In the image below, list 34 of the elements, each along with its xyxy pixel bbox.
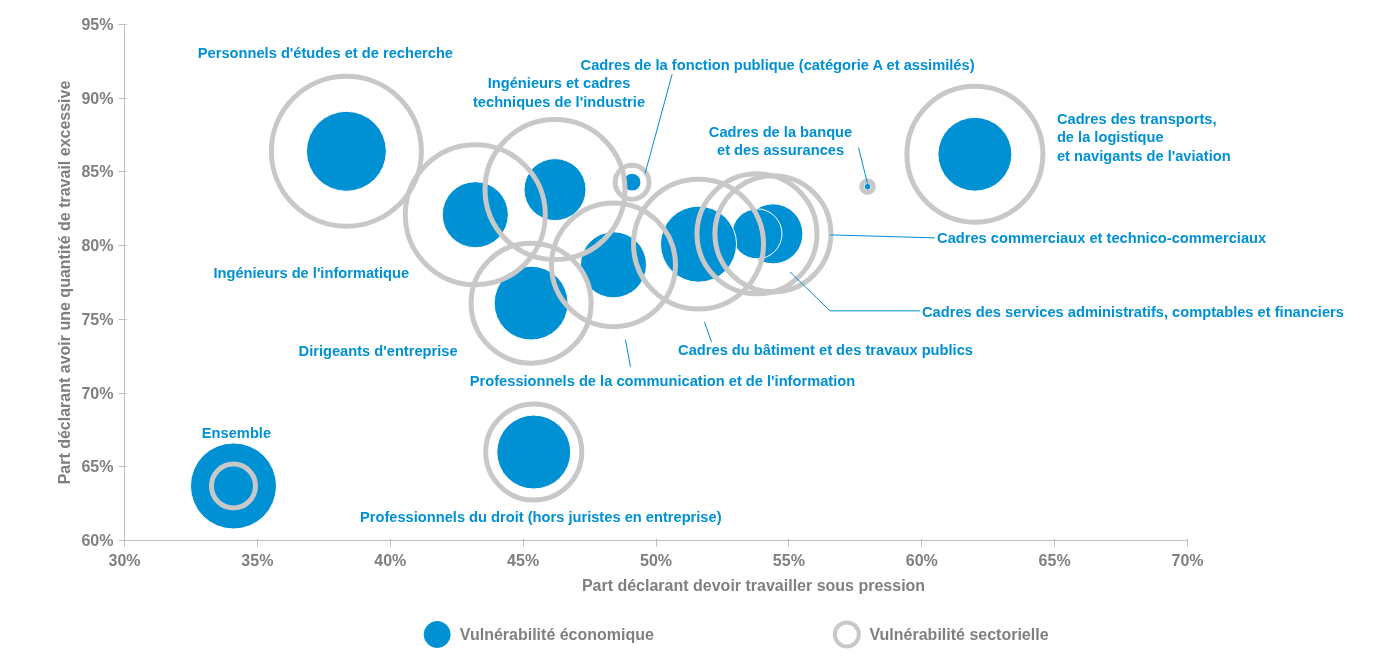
legend-label: Vulnérabilité économique <box>459 626 655 643</box>
x-tick-label: 50% <box>639 551 673 569</box>
annotation: Ingénieurs et cadres techniques de l'industrie <box>472 75 646 110</box>
y-tick-label: 95% <box>81 16 114 33</box>
annotation: Cadres des transports, de la logistique et navigants de l'aviation <box>1056 110 1231 164</box>
annotation: Ingénieurs de l'informatique <box>213 264 410 281</box>
x-tick-label: 40% <box>374 551 407 569</box>
annotation: Professionnels du droit (hors juristes en entreprise) <box>359 509 722 526</box>
annotation: Cadres du bâtiment et des travaux publics <box>678 342 973 359</box>
x-tick-label: 30% <box>108 551 141 569</box>
x-tick-label: 60% <box>905 551 938 569</box>
y-axis-title: Part déclarant avoir une quantité de travail excessive <box>56 80 74 485</box>
y-tick-label: 75% <box>81 310 114 328</box>
y-tick-label: 85% <box>81 163 114 181</box>
x-tick-label: 65% <box>1038 551 1071 569</box>
annotation: Professionnels de la communication et de l'information <box>469 372 856 389</box>
legend-label: Vulnérabilité sectorielle <box>869 626 1049 643</box>
annotation: Cadres des services administratifs, comptables et financiers <box>921 303 1344 320</box>
x-axis-title: Part déclarant devoir travailler sous pression <box>581 576 926 594</box>
y-tick-label: 65% <box>81 458 114 476</box>
x-tick-label: 70% <box>1171 551 1204 569</box>
y-tick-label: 80% <box>81 237 114 255</box>
y-tick-label: 60% <box>81 532 114 549</box>
annotation: Ensemble <box>201 424 272 441</box>
y-tick-label: 90% <box>81 89 114 107</box>
annotation: Cadres de la banque et des assurances <box>708 123 853 158</box>
annotation: Personnels d'études et de recherche <box>197 45 453 62</box>
annotation: Cadres de la fonction publique (catégorie A et assimilés) <box>580 57 975 74</box>
annotation: Dirigeants d'entreprise <box>298 343 458 360</box>
x-tick-label: 45% <box>507 551 540 569</box>
x-tick-label: 35% <box>241 551 274 569</box>
annotation: Cadres commerciaux et technico-commerciaux <box>937 229 1267 246</box>
y-tick-label: 70% <box>81 384 114 402</box>
x-tick-label: 55% <box>772 551 805 569</box>
